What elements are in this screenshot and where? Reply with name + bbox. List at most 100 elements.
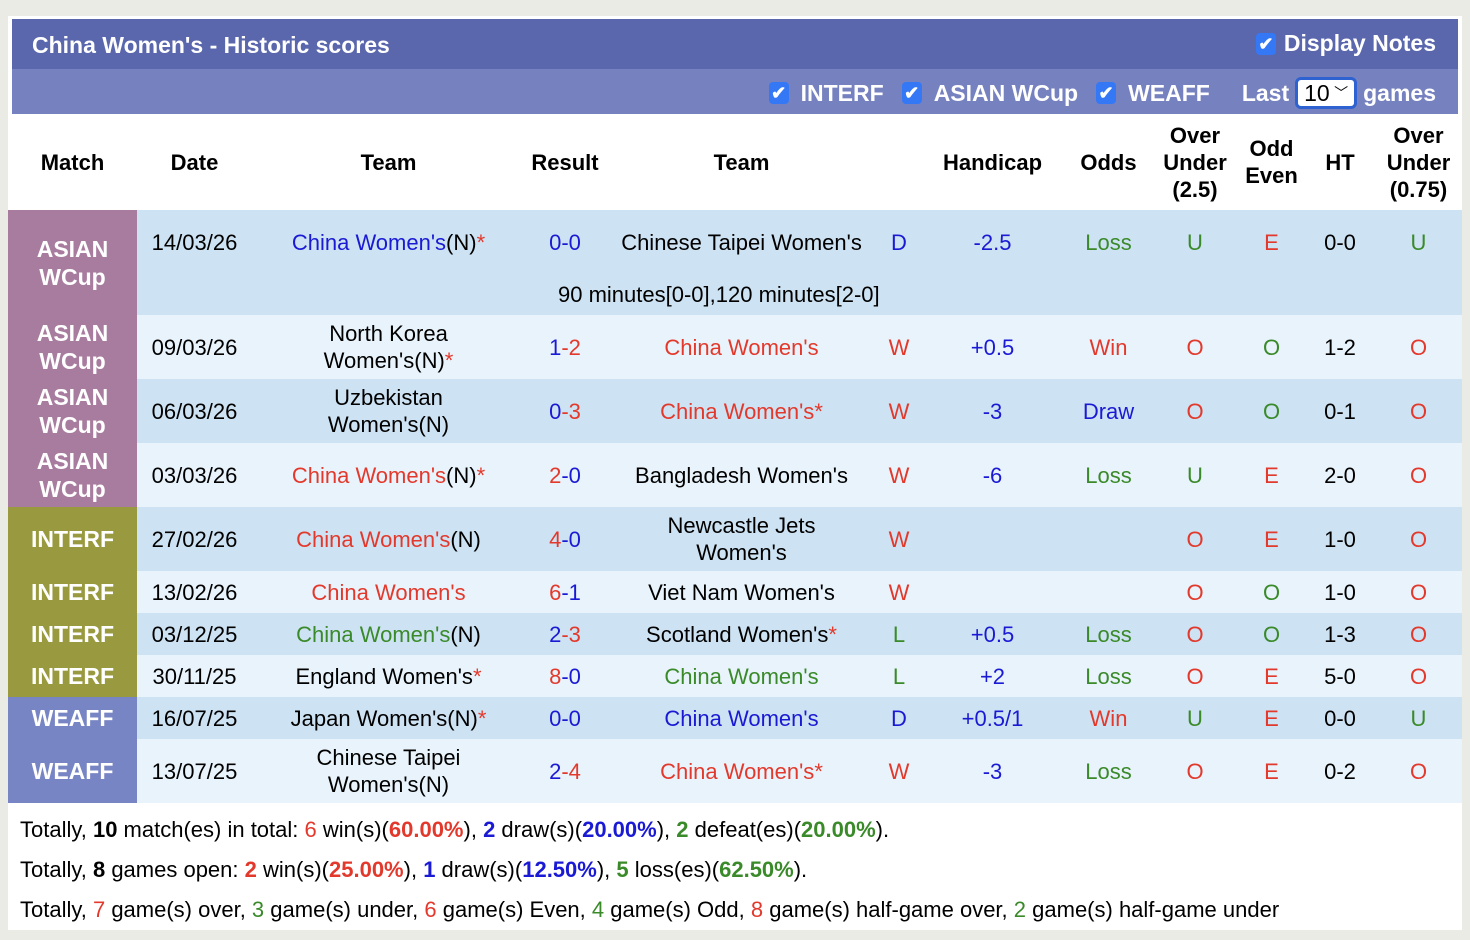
result-cell: 1-2 — [525, 315, 605, 379]
team-name-link[interactable]: Chinese Taipei Women's — [621, 229, 862, 255]
result-letter-cell: D — [878, 697, 920, 739]
team-name-link[interactable]: Japan Women's — [290, 705, 448, 731]
half-time-cell: 2-0 — [1305, 443, 1375, 507]
neutral-marker: (N) — [446, 229, 477, 255]
away-goals: 0 — [568, 663, 581, 689]
team-name-link[interactable]: China Women's — [291, 462, 447, 488]
team-name-link[interactable]: China Women's — [660, 398, 815, 424]
team-name-link[interactable]: China Women's — [664, 705, 819, 731]
home-goals: 6 — [549, 579, 562, 605]
over-under-075-cell: O — [1375, 655, 1462, 697]
home-goals: 0 — [549, 398, 562, 424]
chevron-down-icon: ﹀ — [1334, 85, 1349, 101]
away-team-cell: China Women's — [605, 697, 878, 739]
over-under-075-cell: O — [1375, 443, 1462, 507]
column-header: Team — [360, 149, 417, 175]
last-games-control: Last 10 ﹀ games — [1242, 77, 1436, 109]
summary-segment: Totally, — [20, 857, 93, 882]
match-type-cell: WEAFF — [8, 739, 137, 803]
away-goals: 0 — [568, 229, 581, 255]
team-name-link[interactable]: Viet Nam Women's — [648, 579, 835, 605]
display-notes-toggle[interactable]: ✔ Display Notes — [1255, 30, 1436, 57]
team-name-link[interactable]: Bangladesh Women's — [635, 462, 848, 488]
away-goals: 0 — [568, 462, 581, 488]
column-header: Over Under (2.5) — [1163, 122, 1227, 202]
over-under-075-cell: O — [1375, 739, 1462, 803]
neutral-marker: (N) — [418, 412, 450, 437]
match-type-label[interactable]: INTERF — [30, 579, 115, 605]
over-under-075-cell: U — [1375, 697, 1462, 739]
column-header: Result — [531, 149, 599, 175]
match-type-label[interactable]: ASIAN WCup — [36, 235, 109, 290]
team-name-link[interactable]: Uzbekistan Women's — [327, 385, 443, 437]
date-cell: 09/03/26 — [137, 315, 252, 379]
handicap-cell: +0.5 — [920, 613, 1065, 655]
score-separator: - — [561, 334, 569, 360]
summary-segment: win(s)( — [256, 857, 329, 882]
filter-asian-wcup[interactable]: ✔ ASIAN WCup — [901, 80, 1078, 107]
date-cell: 27/02/26 — [137, 507, 252, 571]
away-team-cell: China Women's — [605, 655, 878, 697]
checkbox-checked-icon[interactable]: ✔ — [901, 82, 922, 104]
match-type-label[interactable]: WEAFF — [31, 705, 114, 731]
title-bar: China Women's - Historic scores ✔ Displa… — [12, 19, 1458, 69]
date-cell: 16/07/25 — [137, 697, 252, 739]
filter-weaff[interactable]: ✔ WEAFF — [1096, 80, 1210, 107]
team-name-link[interactable]: Newcastle Jets Women's — [667, 513, 816, 565]
scores-table: Match Date Team Result Team Handicap Odds Over U… — [8, 114, 1462, 803]
handicap-cell — [920, 571, 1065, 613]
star-marker: * — [828, 621, 837, 647]
team-name-link[interactable]: China Women's — [664, 334, 819, 360]
summary-segment: 2 — [676, 817, 689, 842]
odds-result-cell: Loss — [1065, 443, 1152, 507]
team-name-link[interactable]: China Women's — [660, 758, 815, 784]
summary-segment: 12.50% — [522, 857, 597, 882]
match-type-cell: ASIAN WCup — [8, 443, 137, 507]
checkbox-checked-icon[interactable]: ✔ — [768, 82, 789, 104]
away-goals: 4 — [568, 758, 581, 784]
team-name-link[interactable]: China Women's — [311, 579, 466, 605]
team-name-link[interactable]: Chinese Taipei Women's — [316, 745, 461, 797]
summary-segment: 3 — [251, 897, 265, 922]
filter-interf[interactable]: ✔ INTERF — [768, 80, 884, 107]
match-type-label[interactable]: ASIAN WCup — [36, 448, 109, 502]
column-header — [878, 114, 920, 210]
match-type-cell: INTERF — [8, 571, 137, 613]
score-separator: - — [561, 229, 569, 255]
away-goals: 2 — [568, 334, 581, 360]
over-under-075-cell: U — [1375, 210, 1462, 274]
match-type-label[interactable]: ASIAN WCup — [36, 384, 109, 438]
home-team-cell: Japan Women's(N)* — [252, 697, 525, 739]
handicap-cell: -3 — [920, 379, 1065, 443]
result-cell: 6-1 — [525, 571, 605, 613]
team-name-link[interactable]: Scotland Women's — [646, 621, 829, 647]
match-type-label[interactable]: INTERF — [30, 663, 115, 689]
team-name-link[interactable]: China Women's — [296, 621, 451, 647]
team-name-link[interactable]: China Women's — [664, 663, 819, 689]
match-type-label[interactable]: WEAFF — [31, 758, 114, 784]
summary-segment: Totally, — [20, 897, 93, 922]
home-team-cell: China Women's(N) — [252, 507, 525, 571]
team-name-link[interactable]: England Women's — [295, 663, 473, 689]
half-time-cell: 0-1 — [1305, 379, 1375, 443]
match-type-label[interactable]: ASIAN WCup — [36, 320, 109, 374]
table-row: ASIAN WCup 03/03/26 China Women's(N)* 2-0 Ba… — [8, 443, 1462, 507]
filter-bar: ✔ INTERF ✔ ASIAN WCup ✔ WEAFF Last 10 ﹀ game… — [12, 69, 1458, 114]
column-header: Date — [170, 149, 219, 175]
over-under-075-cell: O — [1375, 315, 1462, 379]
checkbox-checked-icon[interactable]: ✔ — [1255, 32, 1276, 55]
score-separator: - — [561, 758, 569, 784]
summary-segment: game(s) Even, — [436, 897, 592, 922]
away-team-cell: Scotland Women's* — [605, 613, 878, 655]
match-type-label[interactable]: INTERF — [30, 621, 115, 647]
team-name-link[interactable]: China Women's — [296, 526, 451, 552]
team-name-link[interactable]: China Women's — [291, 229, 447, 255]
team-name-link[interactable]: North Korea Women's — [323, 321, 448, 373]
half-time-cell: 0-0 — [1305, 697, 1375, 739]
score-separator: - — [561, 663, 569, 689]
over-under-cell: O — [1152, 739, 1238, 803]
match-type-label[interactable]: INTERF — [30, 526, 115, 552]
checkbox-checked-icon[interactable]: ✔ — [1096, 82, 1117, 104]
last-games-select[interactable]: 10 ﹀ — [1295, 77, 1358, 109]
home-goals: 4 — [549, 526, 562, 552]
